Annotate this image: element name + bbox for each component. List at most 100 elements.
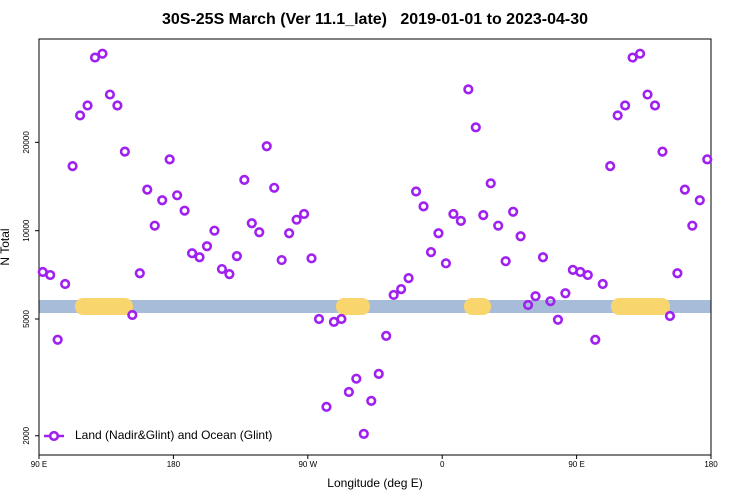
data-point (89, 52, 101, 63)
data-point (634, 48, 646, 59)
data-point (164, 154, 175, 165)
data-point (157, 195, 168, 206)
data-point (276, 254, 287, 266)
data-point (336, 313, 347, 325)
land-band (611, 298, 670, 315)
data-point (194, 252, 205, 263)
data-point (403, 273, 414, 284)
data-point (104, 89, 116, 100)
data-point (418, 201, 429, 212)
data-point (291, 214, 302, 225)
y-axis-label: N Total (0, 228, 12, 265)
data-point (149, 220, 160, 231)
data-point (605, 160, 616, 172)
data-point (388, 289, 399, 301)
data-point (134, 268, 145, 279)
data-point (321, 401, 332, 412)
x-tick-label: 0 (440, 460, 445, 469)
data-point (269, 182, 280, 193)
data-point (52, 334, 63, 345)
data-point (425, 247, 437, 258)
data-point (493, 220, 504, 231)
y-tick-label: 10000 (22, 219, 31, 242)
data-point (672, 268, 683, 279)
data-point (522, 299, 534, 311)
data-point (343, 386, 354, 398)
y-tick-label: 2000 (22, 426, 31, 444)
plot-frame (38, 38, 712, 456)
data-point (627, 52, 638, 63)
data-point (440, 258, 452, 269)
data-point (657, 146, 668, 157)
data-point (209, 225, 220, 236)
data-point (254, 227, 265, 238)
data-point (246, 218, 257, 229)
data-point (261, 141, 272, 152)
data-point (67, 160, 78, 172)
x-tick-label: 180 (704, 460, 718, 469)
data-point (313, 313, 325, 325)
chart-title: 30S-25S March (Ver 11.1_late) 2019-01-01… (162, 11, 588, 28)
data-point (172, 190, 183, 201)
data-point (537, 252, 549, 263)
data-point (97, 48, 108, 59)
data-point (74, 110, 86, 121)
data-point (582, 269, 593, 281)
ocean-band (39, 300, 711, 313)
data-point (224, 269, 235, 280)
data-point (119, 146, 130, 157)
data-point (649, 100, 661, 111)
data-point (216, 263, 228, 275)
data-point (306, 253, 317, 264)
data-point (590, 334, 601, 345)
data-point (239, 174, 250, 185)
data-point (284, 228, 295, 239)
data-point (508, 206, 519, 217)
surface-band (39, 298, 711, 315)
y-tick-label: 5000 (22, 310, 31, 328)
data-point (373, 368, 384, 380)
data-point (664, 310, 676, 322)
x-tick-label: 90 E (31, 460, 47, 469)
land-band (464, 298, 491, 315)
x-tick-label: 90 W (298, 460, 317, 469)
data-point (552, 314, 564, 325)
data-point (351, 373, 362, 384)
data-point (470, 122, 481, 133)
data-point (455, 215, 466, 226)
data-point (179, 205, 190, 216)
data-point (642, 89, 653, 100)
data-point (142, 184, 153, 195)
x-axis-label: Longitude (deg E) (327, 476, 422, 490)
data-point (500, 256, 511, 267)
y-tick-label: 20000 (22, 131, 31, 154)
data-point (612, 110, 623, 121)
data-point (396, 284, 407, 295)
data-point (530, 291, 541, 302)
data-point (597, 278, 608, 290)
data-point (358, 428, 369, 439)
data-point (620, 100, 631, 111)
data-point (545, 296, 556, 307)
data-point (381, 330, 392, 341)
legend-marker (48, 430, 60, 442)
land-band (75, 298, 133, 315)
data-point (127, 309, 138, 321)
data-point (45, 269, 56, 281)
legend-label: Land (Nadir&Glint) and Ocean (Glint) (75, 428, 272, 442)
data-point (366, 395, 377, 406)
data-point (201, 241, 213, 252)
data-point (687, 220, 698, 231)
data-point (60, 278, 71, 290)
x-tick-label: 90 E (568, 460, 584, 469)
data-point (82, 100, 93, 111)
data-point (560, 288, 571, 299)
data-point (112, 100, 123, 111)
data-point (694, 195, 705, 206)
data-point (433, 228, 444, 239)
data-point (231, 251, 242, 262)
data-point (186, 248, 198, 259)
data-point (410, 186, 422, 197)
data-point (485, 178, 496, 189)
